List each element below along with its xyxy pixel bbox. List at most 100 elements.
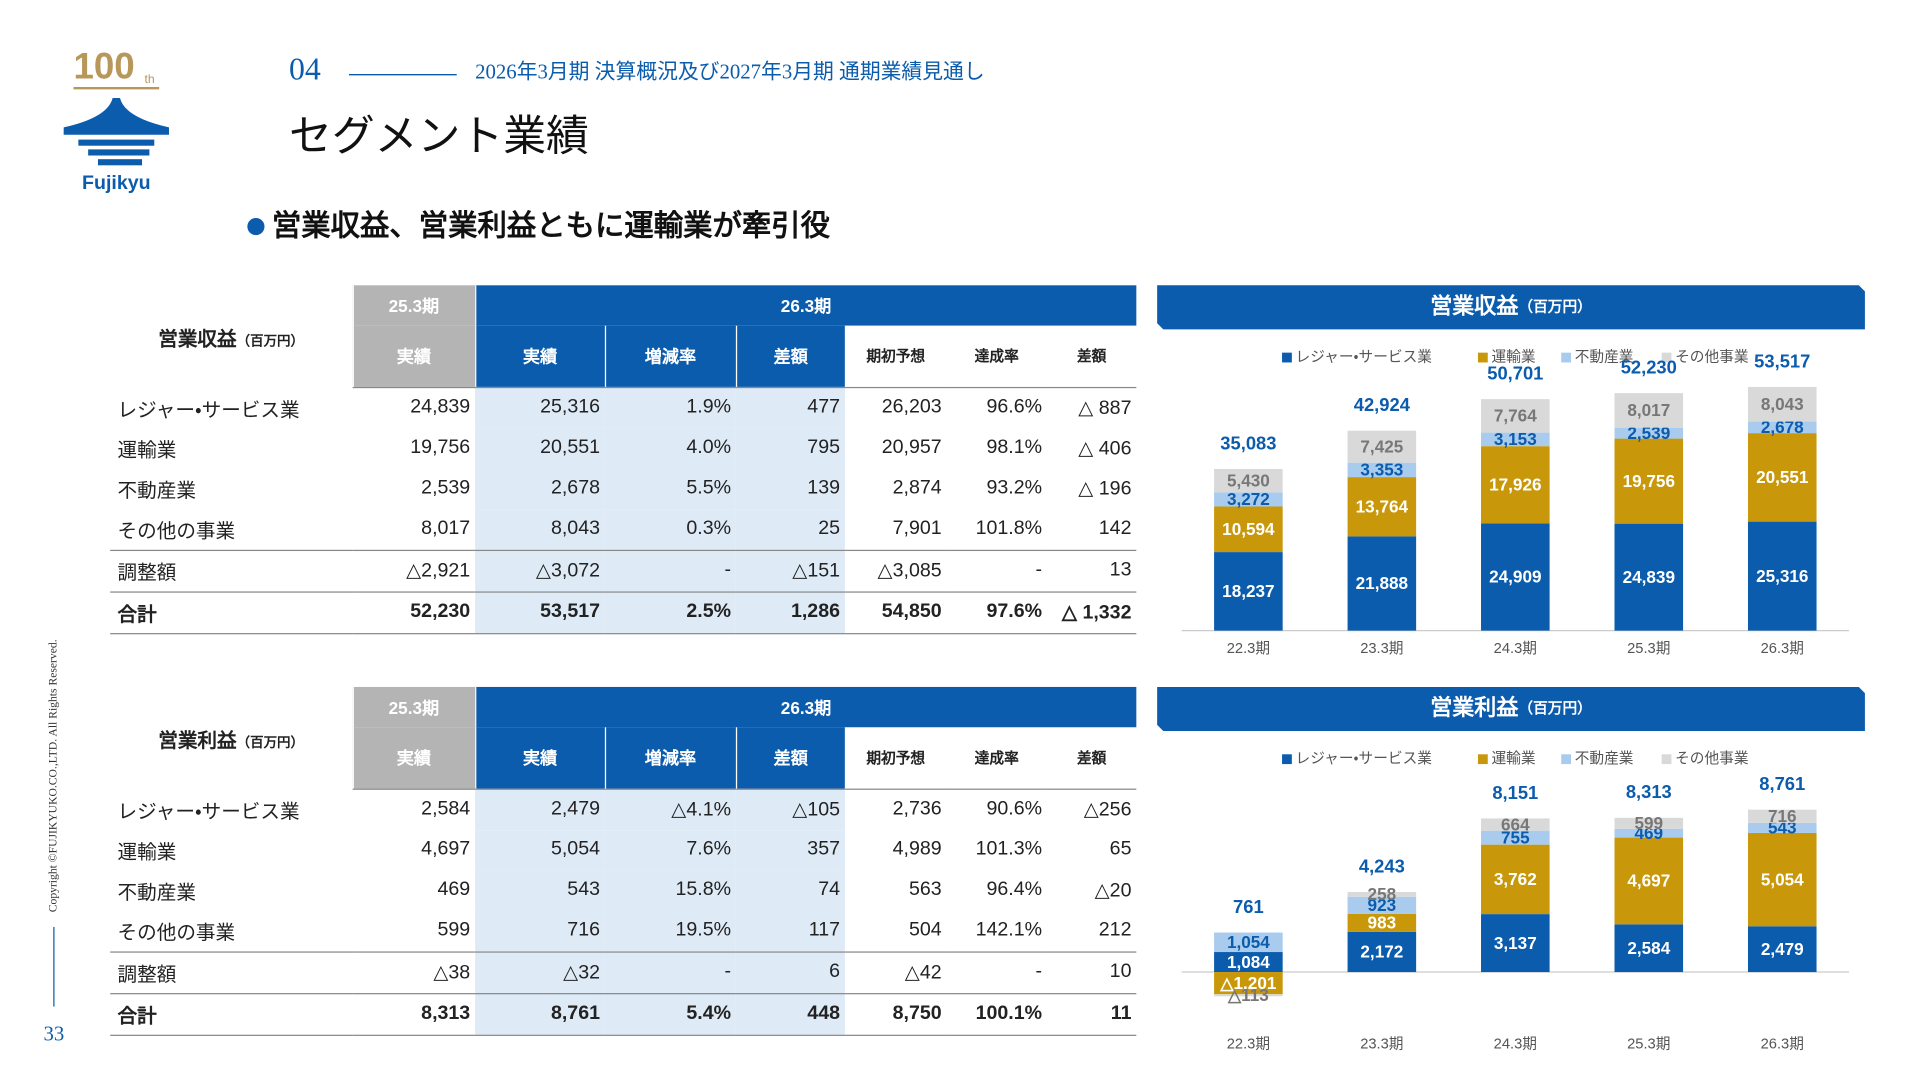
cell: 4,989 (892, 838, 942, 860)
segment-label: 21,888 (1356, 573, 1408, 593)
segment-label: 13,764 (1356, 496, 1409, 516)
period-header: 26.3期 (474, 686, 1137, 728)
bar-segment (1614, 828, 1684, 838)
row-label: 合計 (110, 993, 353, 1036)
cell: 96.4% (986, 879, 1043, 901)
bar-segment (1481, 446, 1550, 524)
segment-label: 24,839 (1623, 567, 1675, 587)
column-header: 実績 (352, 325, 476, 388)
cell: △38 (352, 951, 476, 994)
segment-label: 2,678 (1761, 417, 1804, 437)
cell: 2,584 (421, 798, 471, 820)
segment-label: △113 (1227, 985, 1269, 1005)
total-label: 8,151 (1492, 782, 1538, 803)
cell: 8,017 (352, 508, 476, 551)
chart-banner (1157, 686, 1865, 732)
row-label: 合計 (110, 591, 353, 634)
cell: 4,697 (421, 838, 471, 860)
bar-segment (1614, 924, 1684, 973)
cell: 53,517 (475, 591, 605, 634)
bar-segment (1481, 844, 1550, 915)
segment-label: 8,043 (1761, 394, 1804, 414)
column-header: 増減率 (604, 727, 736, 790)
table-body: 営業利益（百万円） 25.3期 26.3期 実績 実績 増減率 差額 期初予想 達成率 差額 レジャ… (110, 686, 1137, 1036)
cell: 795 (735, 427, 845, 469)
total-label: 53,517 (1754, 350, 1810, 371)
category-label: 25.3期 (1627, 1035, 1670, 1052)
page-number: 33 (43, 1022, 64, 1046)
bar-segment (1481, 818, 1550, 831)
segment-label: 19,756 (1623, 471, 1675, 491)
cell: 2,539 (421, 477, 471, 499)
cell: 25 (735, 508, 845, 551)
cell: 477 (735, 386, 845, 428)
column-header: 差額 (1046, 727, 1137, 790)
bar-segment (1347, 462, 1417, 478)
segment-label: 5,430 (1227, 470, 1270, 490)
bar-segment (1347, 913, 1417, 932)
bar-segment (1214, 552, 1283, 631)
table-label: 営業利益（百万円） (110, 686, 353, 789)
total-label: 761 (1233, 896, 1264, 917)
cell: 2.5% (604, 591, 736, 634)
logo-stripe (97, 159, 143, 166)
total-label: 42,924 (1354, 394, 1411, 415)
chart-banner (1157, 285, 1865, 330)
bar-segment (1747, 926, 1817, 973)
cell: △105 (735, 788, 845, 830)
cell: 20,957 (881, 437, 942, 458)
data-row: 運輸業 4,697 5,054 7.6% 357 4,989 101.3% 65 (110, 829, 1136, 871)
category-label: 23.3期 (1360, 1035, 1403, 1052)
legend-label: レジャー・サービス業 (1296, 348, 1433, 365)
category-label: 22.3期 (1227, 640, 1270, 657)
cell: 74 (735, 870, 845, 911)
cell: 139 (735, 468, 845, 509)
bar-segment (1481, 399, 1550, 433)
cell: △256 (1083, 799, 1132, 821)
bar-segment (1614, 817, 1684, 829)
table-label-text: 営業収益 (158, 328, 237, 350)
segment-label: 1,054 (1227, 932, 1270, 952)
page-title: セグメント業績 (289, 114, 589, 161)
data-row: 運輸業 19,756 20,551 4.0% 795 20,957 98.1% △ 406 (110, 427, 1136, 469)
cell: 2,678 (475, 468, 605, 509)
cell: 1,286 (735, 591, 845, 634)
bar-segment (1481, 914, 1550, 973)
cell: △42 (844, 951, 947, 994)
segment-label: 983 (1368, 913, 1397, 933)
cell: 142 (1046, 508, 1137, 551)
data-row: その他の事業 599 716 19.5% 117 504 142.1% 212 (110, 910, 1137, 953)
cell: 93.2% (986, 477, 1043, 499)
header-row: 実績 実績 増減率 差額 期初予想 達成率 差額 (110, 325, 1137, 388)
data-table: 営業収益（百万円） 25.3期 26.3期 実績 実績 増減率 差額 期初予想 達成率 差額 レジャ… (110, 285, 1137, 634)
table-label-text: 営業利益 (158, 730, 237, 752)
section-number: 04 (289, 52, 321, 87)
cell: 90.6% (986, 798, 1043, 820)
logo-number: 100 (73, 45, 134, 86)
cell: 142.1% (946, 910, 1047, 953)
cell: 599 (352, 910, 476, 953)
cell: 469 (437, 879, 471, 901)
bar-segment (1347, 477, 1417, 537)
header-row: 営業利益（百万円） 25.3期 26.3期 (110, 686, 1137, 789)
bar-segment (1214, 994, 1283, 997)
cell: △ 1,332 (1046, 591, 1137, 634)
cell: 20,551 (475, 427, 605, 469)
legend-label: 不動産業 (1575, 348, 1634, 365)
bar-segment (1614, 837, 1684, 925)
bar-segment (1481, 523, 1550, 631)
total-label: 35,083 (1220, 432, 1276, 453)
bar-segment (1747, 421, 1817, 434)
chart-unit: （百万円） (1518, 297, 1591, 315)
row-label: 運輸業 (117, 440, 177, 462)
bar-segment (1347, 430, 1417, 463)
cell: 65 (1109, 838, 1132, 860)
segment-label: 20,551 (1756, 467, 1809, 487)
logo-stripe (78, 139, 155, 146)
cell: 2,736 (892, 798, 942, 820)
chart-title: 営業利益（百万円） (1430, 695, 1592, 720)
bar-segment (1347, 536, 1417, 631)
